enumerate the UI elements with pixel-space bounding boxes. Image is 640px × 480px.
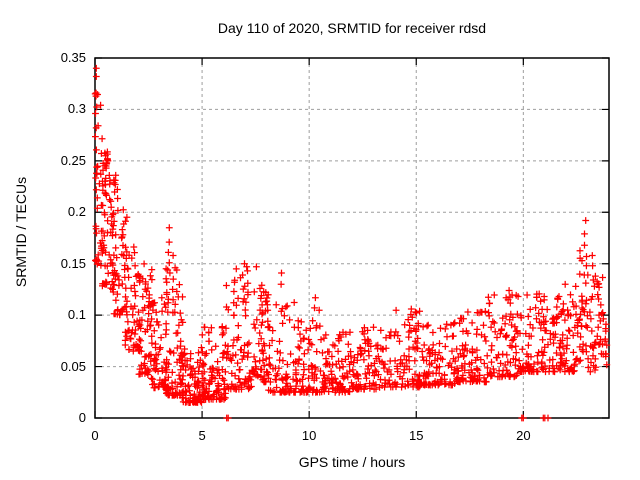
y-tick-label: 0.05 xyxy=(60,358,86,374)
y-tick-label: 0.1 xyxy=(67,307,86,323)
x-axis-label: GPS time / hours xyxy=(298,454,406,470)
chart-title: Day 110 of 2020, SRMTID for receiver rds… xyxy=(217,20,487,36)
plot-border xyxy=(94,57,610,419)
y-tick-label: 0.35 xyxy=(60,50,86,65)
y-tick-label: 0.15 xyxy=(60,255,86,271)
data-points xyxy=(91,64,611,422)
x-tick-label: 20 xyxy=(516,428,531,443)
y-tick-label: 0.25 xyxy=(60,152,86,168)
x-tick-label: 15 xyxy=(409,428,424,443)
y-tick-label: 0.2 xyxy=(67,204,86,220)
y-tick-label: 0.3 xyxy=(67,101,86,117)
gridlines xyxy=(95,58,609,418)
y-tick-label: 0 xyxy=(78,410,86,425)
x-tick-label: 0 xyxy=(91,428,99,443)
x-tick-label: 10 xyxy=(301,428,317,443)
x-tick-label: 5 xyxy=(198,428,206,443)
